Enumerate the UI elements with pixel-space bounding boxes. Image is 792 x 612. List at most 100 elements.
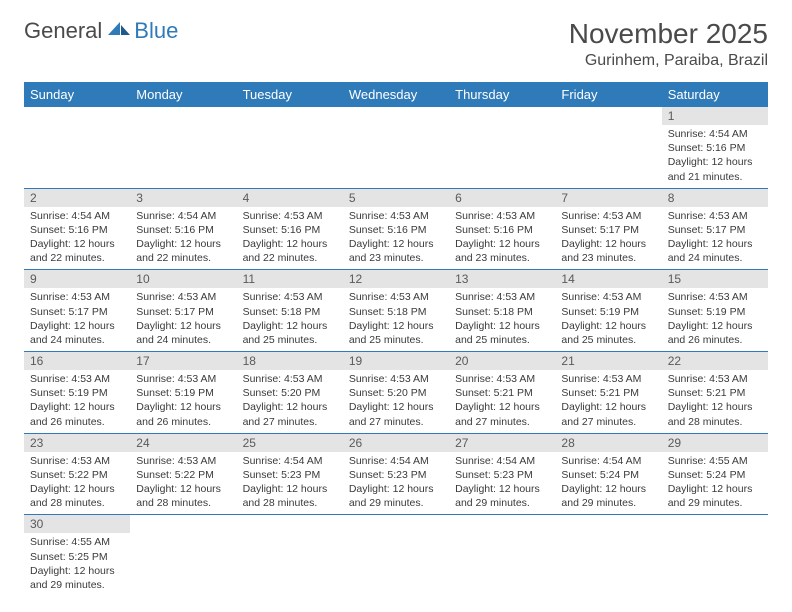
day-daylight2: and 25 minutes. [349,333,443,347]
day-content-cell: Sunrise: 4:53 AMSunset: 5:21 PMDaylight:… [555,370,661,433]
day-sunset: Sunset: 5:17 PM [30,305,124,319]
day-daylight1: Daylight: 12 hours [668,319,762,333]
day-daylight1: Daylight: 12 hours [561,400,655,414]
day-content-row: Sunrise: 4:55 AMSunset: 5:25 PMDaylight:… [24,533,768,596]
day-sunset: Sunset: 5:18 PM [243,305,337,319]
day-sunset: Sunset: 5:17 PM [668,223,762,237]
day-number-cell: 23 [24,433,130,452]
day-daylight1: Daylight: 12 hours [136,237,230,251]
day-sunrise: Sunrise: 4:53 AM [455,372,549,386]
day-number-row: 16171819202122 [24,352,768,371]
day-sunset: Sunset: 5:17 PM [561,223,655,237]
day-daylight1: Daylight: 12 hours [243,319,337,333]
day-number-cell: 15 [662,270,768,289]
day-content-cell [449,533,555,596]
day-daylight2: and 28 minutes. [243,496,337,510]
day-content-cell: Sunrise: 4:53 AMSunset: 5:16 PMDaylight:… [449,207,555,270]
day-number-cell [130,515,236,534]
day-daylight1: Daylight: 12 hours [136,482,230,496]
day-content-cell: Sunrise: 4:54 AMSunset: 5:16 PMDaylight:… [24,207,130,270]
day-sunset: Sunset: 5:20 PM [243,386,337,400]
day-number-cell: 12 [343,270,449,289]
day-sunrise: Sunrise: 4:53 AM [455,290,549,304]
calendar-table: Sunday Monday Tuesday Wednesday Thursday… [24,82,768,596]
day-daylight1: Daylight: 12 hours [30,400,124,414]
weekday-header: Sunday [24,82,130,107]
day-sunset: Sunset: 5:21 PM [455,386,549,400]
day-number-cell [343,515,449,534]
location: Gurinhem, Paraiba, Brazil [569,52,768,70]
day-daylight1: Daylight: 12 hours [455,482,549,496]
day-daylight2: and 29 minutes. [455,496,549,510]
day-daylight2: and 24 minutes. [30,333,124,347]
day-daylight1: Daylight: 12 hours [349,237,443,251]
day-sunset: Sunset: 5:24 PM [668,468,762,482]
month-title: November 2025 [569,18,768,50]
day-daylight2: and 23 minutes. [561,251,655,265]
day-sunset: Sunset: 5:16 PM [243,223,337,237]
day-content-cell [343,125,449,188]
day-number-cell: 3 [130,188,236,207]
day-daylight1: Daylight: 12 hours [30,319,124,333]
day-number-cell: 6 [449,188,555,207]
day-number-cell: 27 [449,433,555,452]
day-daylight1: Daylight: 12 hours [243,482,337,496]
day-daylight2: and 27 minutes. [561,415,655,429]
day-sunset: Sunset: 5:22 PM [30,468,124,482]
day-daylight2: and 22 minutes. [136,251,230,265]
day-content-cell: Sunrise: 4:53 AMSunset: 5:17 PMDaylight:… [555,207,661,270]
day-sunrise: Sunrise: 4:53 AM [349,290,443,304]
day-sunrise: Sunrise: 4:54 AM [349,454,443,468]
day-daylight2: and 21 minutes. [668,170,762,184]
day-number-cell: 20 [449,352,555,371]
day-content-cell: Sunrise: 4:53 AMSunset: 5:18 PMDaylight:… [237,288,343,351]
day-daylight2: and 25 minutes. [243,333,337,347]
day-sunset: Sunset: 5:23 PM [243,468,337,482]
day-content-cell: Sunrise: 4:54 AMSunset: 5:24 PMDaylight:… [555,452,661,515]
day-daylight2: and 22 minutes. [30,251,124,265]
day-sunrise: Sunrise: 4:53 AM [668,372,762,386]
logo: General Blue [24,18,178,44]
logo-text-blue: Blue [134,18,178,44]
day-sunset: Sunset: 5:18 PM [455,305,549,319]
day-sunrise: Sunrise: 4:53 AM [243,209,337,223]
day-sunrise: Sunrise: 4:53 AM [668,290,762,304]
day-content-row: Sunrise: 4:53 AMSunset: 5:19 PMDaylight:… [24,370,768,433]
day-daylight2: and 27 minutes. [349,415,443,429]
day-content-cell: Sunrise: 4:53 AMSunset: 5:16 PMDaylight:… [343,207,449,270]
day-daylight1: Daylight: 12 hours [455,319,549,333]
day-daylight1: Daylight: 12 hours [561,319,655,333]
day-content-cell [449,125,555,188]
day-daylight1: Daylight: 12 hours [561,482,655,496]
day-sunrise: Sunrise: 4:53 AM [561,290,655,304]
day-sunset: Sunset: 5:21 PM [561,386,655,400]
day-sunset: Sunset: 5:16 PM [30,223,124,237]
day-daylight2: and 24 minutes. [136,333,230,347]
day-number-cell [237,515,343,534]
day-sunset: Sunset: 5:20 PM [349,386,443,400]
day-daylight2: and 24 minutes. [668,251,762,265]
day-number-row: 9101112131415 [24,270,768,289]
day-daylight1: Daylight: 12 hours [561,237,655,251]
day-sunrise: Sunrise: 4:53 AM [30,290,124,304]
day-daylight1: Daylight: 12 hours [668,482,762,496]
weekday-header: Thursday [449,82,555,107]
day-number-cell: 10 [130,270,236,289]
day-content-cell: Sunrise: 4:55 AMSunset: 5:25 PMDaylight:… [24,533,130,596]
day-content-cell [130,125,236,188]
day-number-cell [24,107,130,125]
day-sunrise: Sunrise: 4:53 AM [243,290,337,304]
day-sunset: Sunset: 5:18 PM [349,305,443,319]
day-number-cell: 1 [662,107,768,125]
day-daylight2: and 27 minutes. [455,415,549,429]
day-daylight1: Daylight: 12 hours [455,237,549,251]
day-number-cell: 16 [24,352,130,371]
day-daylight2: and 26 minutes. [136,415,230,429]
day-number-cell: 19 [343,352,449,371]
day-daylight1: Daylight: 12 hours [243,237,337,251]
day-number-cell: 2 [24,188,130,207]
day-content-cell [343,533,449,596]
day-content-cell: Sunrise: 4:53 AMSunset: 5:19 PMDaylight:… [24,370,130,433]
day-daylight2: and 28 minutes. [136,496,230,510]
day-daylight2: and 28 minutes. [30,496,124,510]
